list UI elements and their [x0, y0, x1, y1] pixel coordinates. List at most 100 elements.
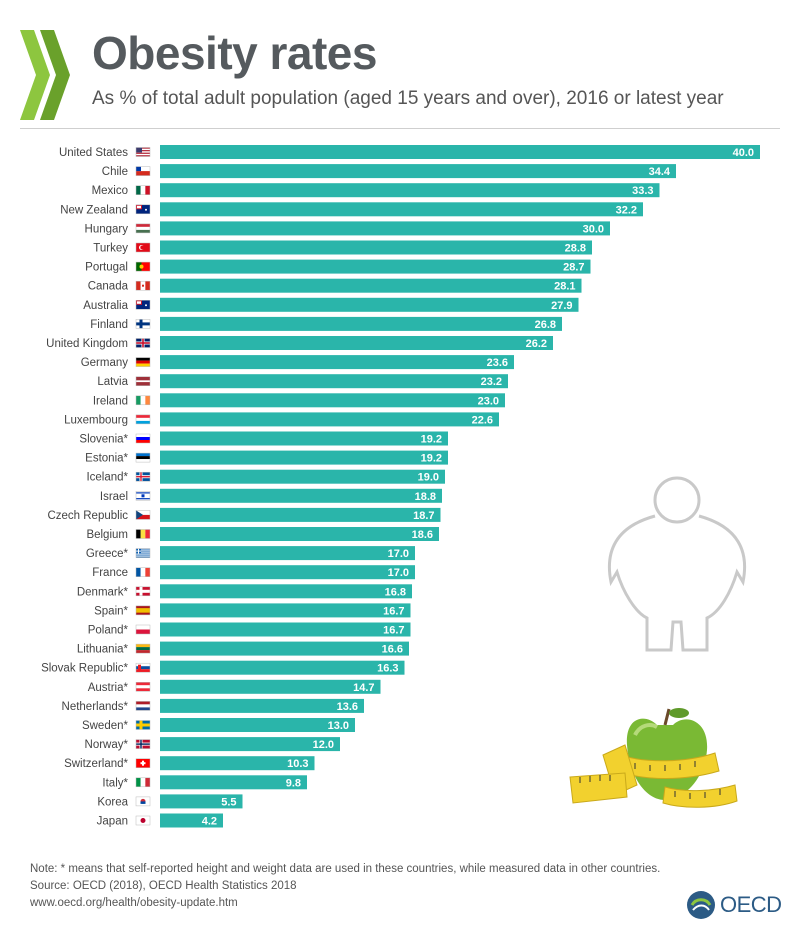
country-label: Australia	[83, 300, 128, 312]
country-label: Hungary	[85, 223, 129, 235]
bar	[160, 698, 364, 713]
country-label: Austria*	[88, 682, 129, 694]
country-label: Chile	[102, 166, 128, 178]
country-label: Estonia*	[85, 453, 128, 465]
bar	[160, 374, 508, 389]
nl-flag-icon	[135, 701, 151, 711]
bar	[160, 813, 223, 828]
bar	[160, 565, 415, 580]
country-label: Netherlands*	[62, 701, 129, 713]
data-label: 5.5	[221, 796, 236, 808]
bar	[160, 183, 660, 198]
bar	[160, 756, 315, 771]
data-label: 19.0	[418, 472, 439, 484]
bar	[160, 145, 760, 159]
chart-footer: Note: * means that self-reported height …	[30, 861, 660, 912]
data-label: 27.9	[551, 300, 572, 312]
pt-flag-icon	[135, 261, 151, 272]
mx-flag-icon	[135, 185, 151, 195]
bar	[160, 336, 553, 350]
at-flag-icon	[135, 682, 151, 692]
apple-tape-illustration	[569, 708, 738, 808]
data-label: 19.2	[421, 434, 442, 446]
es-flag-icon	[135, 605, 151, 616]
data-label: 26.2	[526, 338, 547, 350]
data-label: 28.8	[565, 243, 586, 255]
country-label: Israel	[100, 491, 128, 503]
si-flag-icon	[135, 433, 151, 444]
country-label: Sweden*	[82, 720, 129, 732]
bar	[160, 584, 412, 599]
country-label: Korea	[97, 796, 128, 808]
ca-flag-icon	[135, 280, 151, 291]
kr-flag-icon	[135, 796, 151, 807]
bar	[160, 660, 405, 675]
country-label: Italy*	[102, 777, 128, 789]
country-label: Lithuania*	[77, 644, 129, 656]
data-label: 17.0	[388, 567, 409, 579]
bar	[160, 507, 441, 522]
de-flag-icon	[135, 357, 151, 367]
country-label: Canada	[88, 281, 129, 293]
data-label: 12.0	[313, 739, 334, 751]
bar	[160, 431, 448, 446]
lv-flag-icon	[135, 376, 151, 386]
be-flag-icon	[135, 529, 151, 539]
oecd-logo: OECD	[686, 890, 782, 920]
bar	[160, 546, 415, 561]
bar	[160, 221, 610, 236]
oecd-logo-text: OECD	[720, 892, 782, 917]
country-label: Switzerland*	[64, 758, 128, 770]
data-label: 9.8	[286, 777, 301, 789]
data-label: 30.0	[583, 223, 604, 235]
bar	[160, 641, 409, 656]
data-label: 34.4	[649, 166, 671, 178]
data-label: 4.2	[202, 816, 217, 828]
country-label: Mexico	[92, 185, 128, 197]
fi-flag-icon	[135, 319, 151, 329]
bar	[160, 278, 582, 293]
bar-chart: United States 40.0 Chile 34.4 Mexico 33.3 New …	[41, 145, 760, 828]
country-label: New Zealand	[60, 204, 128, 216]
nz-flag-icon	[135, 204, 151, 215]
no-flag-icon	[135, 739, 151, 749]
data-label: 10.3	[287, 758, 308, 770]
ch-flag-icon	[135, 758, 151, 768]
bar	[160, 718, 355, 732]
cz-flag-icon	[135, 510, 151, 520]
hu-flag-icon	[135, 223, 151, 234]
country-label: Iceland*	[86, 472, 128, 484]
page-subtitle: As % of total adult population (aged 15 …	[92, 88, 724, 109]
country-label: Spain*	[94, 605, 128, 617]
country-label: United Kingdom	[46, 338, 128, 350]
country-label: Poland*	[88, 625, 129, 637]
footnote: Note: * means that self-reported height …	[30, 863, 661, 875]
country-label: Latvia	[97, 376, 128, 388]
data-label: 26.8	[535, 319, 556, 331]
body-silhouette-illustration	[607, 476, 747, 652]
country-label: Portugal	[85, 262, 128, 274]
cl-flag-icon	[135, 166, 151, 176]
source-url[interactable]: www.oecd.org/health/obesity-update.htm	[30, 897, 238, 909]
is-flag-icon	[135, 471, 151, 482]
data-label: 28.1	[554, 281, 575, 293]
country-label: Slovak Republic*	[41, 663, 128, 675]
sk-flag-icon	[135, 662, 151, 673]
country-label: Slovenia*	[79, 434, 128, 446]
oecd-globe-icon	[687, 891, 715, 919]
country-label: Czech Republic	[47, 510, 128, 522]
data-label: 13.0	[328, 720, 349, 732]
bar	[160, 775, 307, 790]
bar	[160, 469, 445, 484]
data-label: 18.6	[412, 529, 433, 541]
us-flag-icon	[135, 147, 151, 157]
country-label: United States	[59, 147, 128, 159]
data-label: 28.7	[563, 262, 584, 274]
data-label: 16.7	[383, 625, 404, 637]
data-label: 14.7	[353, 682, 374, 694]
bar	[160, 412, 499, 427]
page-title: Obesity rates	[92, 27, 377, 79]
tr-flag-icon	[135, 242, 151, 253]
bar	[160, 794, 243, 809]
country-label: Japan	[97, 816, 128, 828]
